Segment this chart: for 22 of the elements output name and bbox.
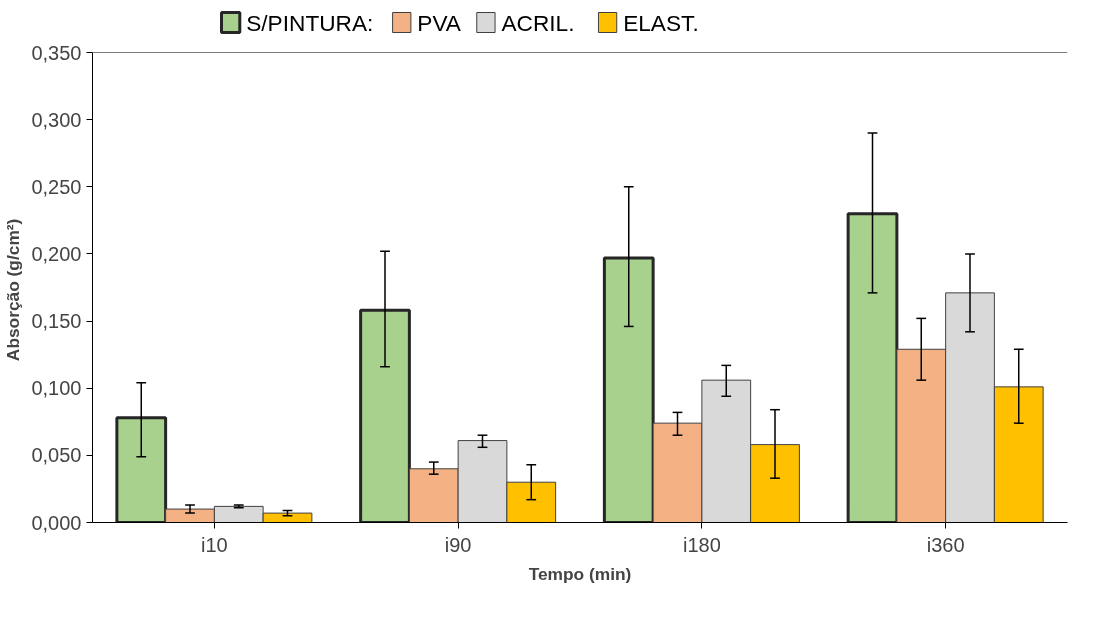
y-tick-label: 0,350 (31, 41, 82, 64)
bar (359, 308, 411, 523)
legend-label: S/PINTURA: (246, 9, 374, 36)
y-tick-label: 0,150 (31, 310, 82, 333)
x-tick-label: i10 (201, 533, 228, 556)
bar (602, 256, 655, 523)
y-tick-label: 0,300 (31, 108, 82, 131)
y-tick-label: 0,250 (31, 175, 82, 198)
legend-label: ACRIL. (501, 9, 575, 36)
x-tick-label: i360 (926, 533, 965, 556)
legend-label: ELAST. (623, 9, 699, 36)
x-tick-label: i180 (682, 533, 721, 556)
bar (115, 416, 168, 523)
bar (846, 212, 899, 523)
y-tick-label: 0,200 (31, 242, 82, 265)
x-tick-label: i90 (444, 533, 472, 556)
y-tick-label: 0,050 (31, 444, 82, 467)
legend-label: PVA (417, 9, 462, 36)
x-axis-title: Tempo (min) (528, 563, 632, 584)
y-axis-title: Absorção (g/cm²) (3, 218, 24, 362)
y-tick-label: 0,000 (31, 511, 82, 534)
y-tick-label: 0,100 (31, 377, 82, 400)
